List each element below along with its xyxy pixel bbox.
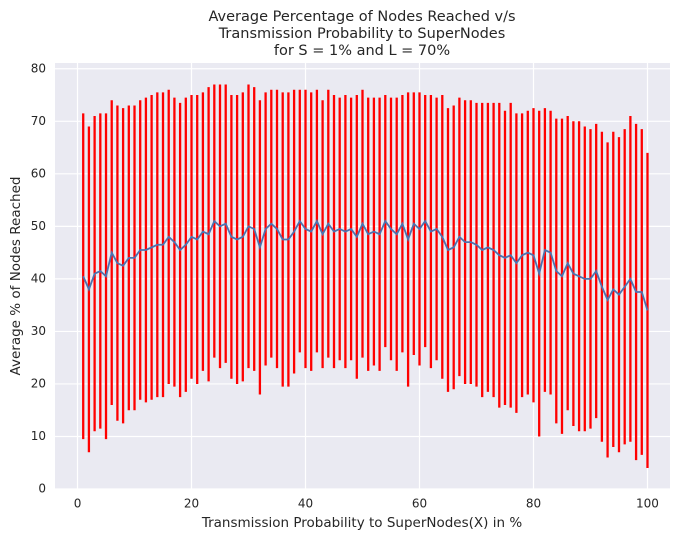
chart-title: for S = 1% and L = 70% xyxy=(274,43,450,59)
mean-line xyxy=(82,219,649,311)
y-tick-label: 30 xyxy=(31,324,46,338)
y-axis-label: Average % of Nodes Reached xyxy=(8,177,24,376)
x-tick-label: 100 xyxy=(636,497,659,511)
chart-title: Transmission Probability to SuperNodes xyxy=(218,26,506,42)
x-tick-label: 20 xyxy=(184,497,199,511)
y-tick-label: 80 xyxy=(31,61,46,75)
y-tick-label: 20 xyxy=(31,376,46,390)
chart-title: Average Percentage of Nodes Reached v/s xyxy=(208,9,515,25)
x-tick-label: 60 xyxy=(412,497,427,511)
y-tick-label: 70 xyxy=(31,114,46,128)
x-tick-label: 0 xyxy=(74,497,82,511)
y-tick-label: 40 xyxy=(31,271,46,285)
x-axis-label: Transmission Probability to SuperNodes(X… xyxy=(201,515,522,531)
y-tick-label: 50 xyxy=(31,219,46,233)
x-tick-label: 80 xyxy=(526,497,541,511)
x-tick-label: 40 xyxy=(298,497,313,511)
y-tick-label: 0 xyxy=(38,482,46,496)
y-tick-label: 10 xyxy=(31,429,46,443)
y-tick-label: 60 xyxy=(31,166,46,180)
